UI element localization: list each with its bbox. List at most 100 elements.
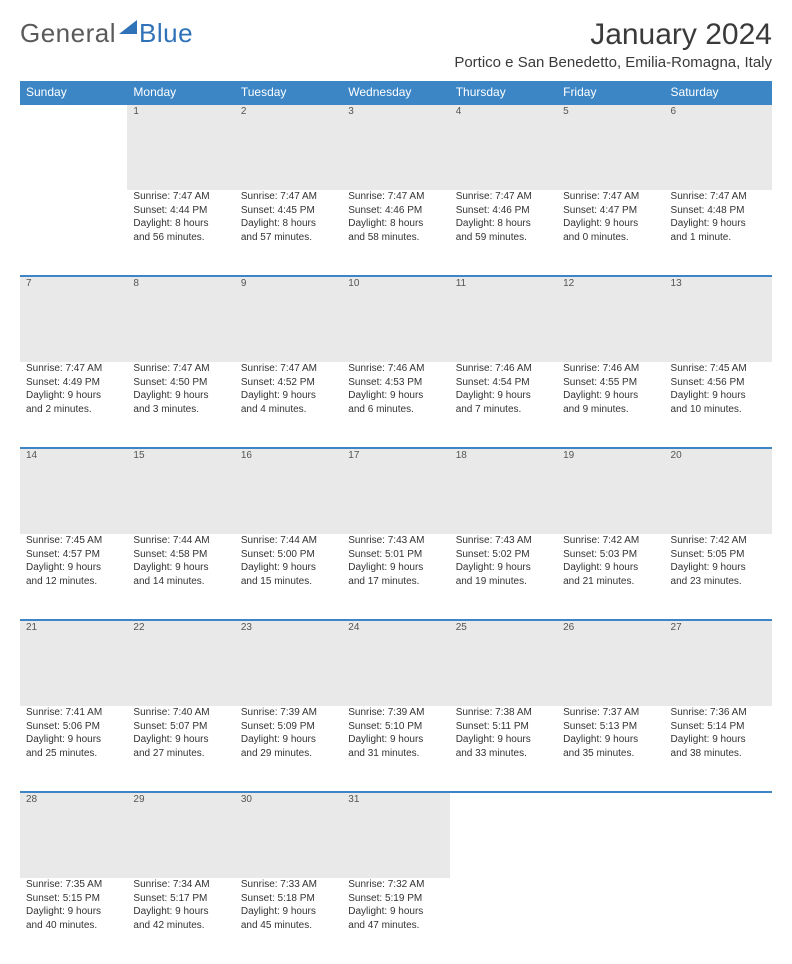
day-daylight1: Daylight: 9 hours [671,217,766,231]
day-cell: Sunrise: 7:38 AMSunset: 5:11 PMDaylight:… [450,706,557,792]
day-sunset: Sunset: 5:18 PM [241,892,336,906]
day-number: 15 [127,448,234,534]
day-cell: Sunrise: 7:47 AMSunset: 4:46 PMDaylight:… [342,190,449,276]
weekday-header: Friday [557,81,664,104]
weekday-header: Tuesday [235,81,342,104]
day-daylight2: and 15 minutes. [241,575,336,589]
day-cell: Sunrise: 7:39 AMSunset: 5:09 PMDaylight:… [235,706,342,792]
day-sunset: Sunset: 5:02 PM [456,548,551,562]
day-sunrise: Sunrise: 7:47 AM [26,362,121,376]
day-daylight1: Daylight: 9 hours [133,561,228,575]
day-daylight2: and 35 minutes. [563,747,658,761]
day-sunrise: Sunrise: 7:47 AM [241,190,336,204]
day-daylight2: and 27 minutes. [133,747,228,761]
day-number-empty [450,792,557,878]
day-sunset: Sunset: 5:01 PM [348,548,443,562]
day-sunset: Sunset: 5:13 PM [563,720,658,734]
day-cell: Sunrise: 7:45 AMSunset: 4:57 PMDaylight:… [20,534,127,620]
day-sunset: Sunset: 5:07 PM [133,720,228,734]
brand-logo: General Blue [20,18,193,49]
day-cell: Sunrise: 7:32 AMSunset: 5:19 PMDaylight:… [342,878,449,964]
day-cell: Sunrise: 7:39 AMSunset: 5:10 PMDaylight:… [342,706,449,792]
day-cell: Sunrise: 7:43 AMSunset: 5:01 PMDaylight:… [342,534,449,620]
day-sunrise: Sunrise: 7:42 AM [671,534,766,548]
day-content-row: Sunrise: 7:45 AMSunset: 4:57 PMDaylight:… [20,534,772,620]
day-content-row: Sunrise: 7:47 AMSunset: 4:49 PMDaylight:… [20,362,772,448]
day-sunset: Sunset: 4:45 PM [241,204,336,218]
day-daylight2: and 12 minutes. [26,575,121,589]
day-number-empty [557,792,664,878]
day-cell: Sunrise: 7:44 AMSunset: 4:58 PMDaylight:… [127,534,234,620]
day-number: 14 [20,448,127,534]
weekday-header: Saturday [665,81,772,104]
day-sunrise: Sunrise: 7:43 AM [456,534,551,548]
day-number: 24 [342,620,449,706]
day-sunset: Sunset: 5:03 PM [563,548,658,562]
day-sunrise: Sunrise: 7:46 AM [348,362,443,376]
day-daylight1: Daylight: 9 hours [563,561,658,575]
day-sunset: Sunset: 4:44 PM [133,204,228,218]
day-sunrise: Sunrise: 7:42 AM [563,534,658,548]
day-number-row: 14151617181920 [20,448,772,534]
day-sunrise: Sunrise: 7:45 AM [671,362,766,376]
day-cell: Sunrise: 7:37 AMSunset: 5:13 PMDaylight:… [557,706,664,792]
day-sunset: Sunset: 5:17 PM [133,892,228,906]
day-daylight1: Daylight: 9 hours [241,561,336,575]
day-daylight2: and 17 minutes. [348,575,443,589]
day-daylight1: Daylight: 9 hours [671,733,766,747]
day-daylight1: Daylight: 9 hours [671,389,766,403]
page-title: January 2024 [454,18,772,52]
day-number: 18 [450,448,557,534]
day-number: 16 [235,448,342,534]
day-daylight1: Daylight: 9 hours [26,733,121,747]
day-number: 27 [665,620,772,706]
day-number: 20 [665,448,772,534]
day-number-row: 21222324252627 [20,620,772,706]
day-number: 28 [20,792,127,878]
day-daylight2: and 3 minutes. [133,403,228,417]
day-sunset: Sunset: 4:52 PM [241,376,336,390]
day-sunrise: Sunrise: 7:44 AM [241,534,336,548]
day-number: 19 [557,448,664,534]
day-cell: Sunrise: 7:43 AMSunset: 5:02 PMDaylight:… [450,534,557,620]
day-sunset: Sunset: 5:00 PM [241,548,336,562]
day-daylight1: Daylight: 8 hours [348,217,443,231]
day-daylight2: and 40 minutes. [26,919,121,933]
day-daylight2: and 14 minutes. [133,575,228,589]
day-daylight1: Daylight: 9 hours [26,389,121,403]
day-daylight2: and 23 minutes. [671,575,766,589]
day-daylight1: Daylight: 8 hours [456,217,551,231]
day-sunset: Sunset: 4:53 PM [348,376,443,390]
day-daylight2: and 10 minutes. [671,403,766,417]
day-cell: Sunrise: 7:45 AMSunset: 4:56 PMDaylight:… [665,362,772,448]
day-daylight1: Daylight: 9 hours [456,389,551,403]
day-daylight2: and 47 minutes. [348,919,443,933]
title-block: January 2024 Portico e San Benedetto, Em… [454,18,772,71]
day-daylight2: and 58 minutes. [348,231,443,245]
day-daylight1: Daylight: 9 hours [671,561,766,575]
day-number: 21 [20,620,127,706]
day-number: 22 [127,620,234,706]
day-sunrise: Sunrise: 7:47 AM [563,190,658,204]
day-number-empty [20,104,127,190]
day-daylight1: Daylight: 9 hours [563,733,658,747]
day-daylight2: and 56 minutes. [133,231,228,245]
day-number: 1 [127,104,234,190]
day-daylight2: and 19 minutes. [456,575,551,589]
day-cell: Sunrise: 7:46 AMSunset: 4:54 PMDaylight:… [450,362,557,448]
header: General Blue January 2024 Portico e San … [20,18,772,71]
day-daylight1: Daylight: 9 hours [348,733,443,747]
day-sunrise: Sunrise: 7:47 AM [456,190,551,204]
day-daylight1: Daylight: 9 hours [563,217,658,231]
day-sunrise: Sunrise: 7:45 AM [26,534,121,548]
day-cell: Sunrise: 7:47 AMSunset: 4:48 PMDaylight:… [665,190,772,276]
day-number: 3 [342,104,449,190]
day-cell: Sunrise: 7:41 AMSunset: 5:06 PMDaylight:… [20,706,127,792]
day-daylight2: and 31 minutes. [348,747,443,761]
day-cell: Sunrise: 7:35 AMSunset: 5:15 PMDaylight:… [20,878,127,964]
day-sunrise: Sunrise: 7:44 AM [133,534,228,548]
day-daylight2: and 4 minutes. [241,403,336,417]
day-sunrise: Sunrise: 7:39 AM [348,706,443,720]
brand-part2: Blue [139,18,193,49]
day-sunrise: Sunrise: 7:37 AM [563,706,658,720]
